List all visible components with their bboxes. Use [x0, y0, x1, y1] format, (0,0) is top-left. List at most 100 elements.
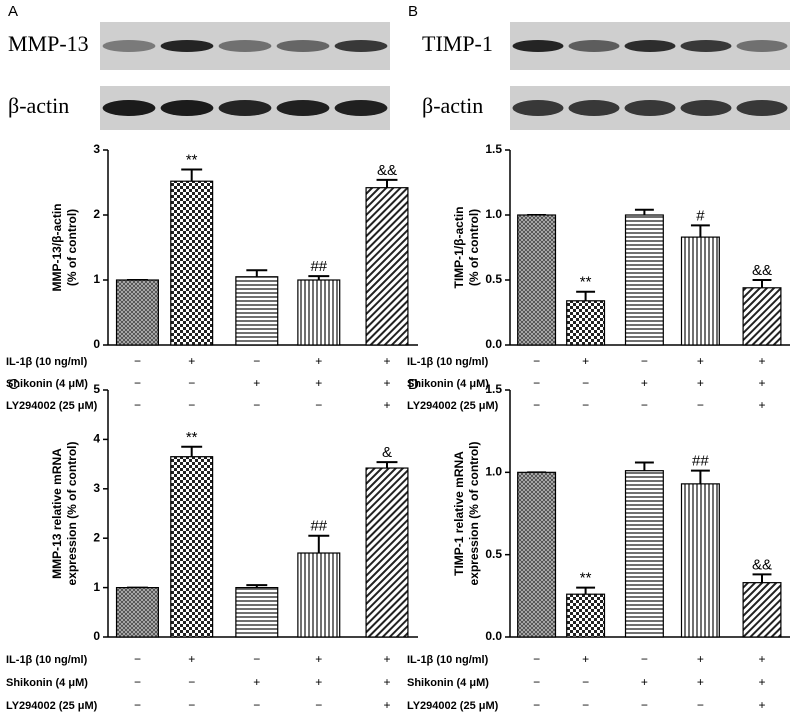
condition-sign: + [383, 698, 390, 712]
condition-label: Shikonin (4 μM) [6, 677, 88, 689]
significance-mark: && [752, 262, 772, 279]
bar [115, 279, 159, 346]
y-tick-label: 0 [93, 629, 100, 643]
condition-sign: − [641, 698, 648, 712]
blot-band [624, 100, 676, 116]
significance-mark: # [696, 207, 705, 224]
condition-sign: − [134, 354, 141, 368]
condition-sign: + [253, 376, 260, 390]
condition-sign: + [758, 652, 765, 666]
y-tick-label: 1 [93, 580, 100, 594]
bar [170, 180, 214, 346]
condition-sign: − [582, 398, 589, 412]
y-axis-label: TIMP-1/β-actin [452, 207, 466, 289]
y-tick-label: 1 [93, 272, 100, 286]
condition-sign: + [758, 376, 765, 390]
condition-sign: − [188, 398, 195, 412]
y-tick-label: 0.0 [485, 629, 502, 643]
significance-mark: ## [692, 453, 709, 470]
condition-sign: − [641, 354, 648, 368]
y-tick-label: 3 [93, 142, 100, 156]
blot-band [680, 100, 732, 116]
condition-sign: + [188, 652, 195, 666]
panel-label: B [408, 3, 418, 20]
condition-label: LY294002 (25 μM) [6, 700, 98, 712]
condition-sign: + [383, 398, 390, 412]
condition-label: IL-1β (10 ng/ml) [407, 356, 489, 368]
condition-sign: − [582, 675, 589, 689]
condition-sign: − [582, 376, 589, 390]
condition-sign: + [383, 675, 390, 689]
blot-band [512, 100, 564, 116]
significance-mark: ## [310, 518, 327, 535]
blot-band [102, 100, 156, 116]
condition-label: LY294002 (25 μM) [6, 400, 98, 412]
condition-sign: + [383, 376, 390, 390]
condition-sign: − [315, 698, 322, 712]
y-tick-label: 1.0 [485, 465, 502, 479]
significance-mark: ## [310, 258, 327, 275]
blot-band [218, 40, 272, 52]
panel-label: D [408, 376, 419, 393]
condition-sign: + [697, 652, 704, 666]
bar [517, 214, 557, 346]
blot-label: MMP-13 [8, 31, 89, 56]
blot-band [680, 40, 732, 52]
y-tick-label: 0.5 [485, 272, 502, 286]
condition-label: Shikonin (4 μM) [407, 677, 489, 689]
blot-band [736, 100, 788, 116]
y-tick-label: 3 [93, 481, 100, 495]
condition-sign: + [315, 675, 322, 689]
significance-mark: && [752, 556, 772, 573]
bar [365, 187, 409, 346]
condition-sign: − [134, 376, 141, 390]
condition-sign: − [533, 675, 540, 689]
blot-band [568, 40, 620, 52]
condition-label: IL-1β (10 ng/ml) [6, 356, 88, 368]
y-tick-label: 1.5 [485, 142, 502, 156]
condition-sign: + [758, 675, 765, 689]
blot-band [276, 40, 330, 52]
condition-sign: + [188, 354, 195, 368]
significance-mark: ** [186, 151, 198, 168]
condition-sign: + [315, 354, 322, 368]
blot-band [276, 100, 330, 116]
bar [566, 593, 606, 638]
condition-sign: + [582, 354, 589, 368]
y-tick-label: 4 [93, 432, 100, 446]
blot-band [102, 40, 156, 52]
condition-sign: + [383, 652, 390, 666]
y-axis-label: expression (% of control) [65, 441, 79, 585]
bar [365, 467, 409, 638]
condition-label: LY294002 (25 μM) [407, 400, 499, 412]
blot-band [512, 40, 564, 52]
condition-sign: − [533, 354, 540, 368]
panel-label: C [8, 376, 19, 393]
y-axis-label: MMP-13/β-actin [50, 203, 64, 291]
y-tick-label: 1.0 [485, 207, 502, 221]
condition-label: Shikonin (4 μM) [407, 378, 489, 390]
bar [680, 483, 720, 638]
blot-band [334, 40, 388, 52]
condition-sign: + [582, 652, 589, 666]
condition-sign: − [134, 698, 141, 712]
condition-sign: + [697, 675, 704, 689]
condition-sign: − [188, 376, 195, 390]
condition-sign: + [641, 675, 648, 689]
condition-sign: + [383, 354, 390, 368]
bar [170, 456, 214, 638]
condition-sign: − [533, 376, 540, 390]
condition-sign: − [188, 675, 195, 689]
condition-sign: − [315, 398, 322, 412]
blot-band [160, 100, 214, 116]
bar [235, 276, 279, 346]
y-tick-label: 0.0 [485, 337, 502, 351]
condition-sign: − [188, 698, 195, 712]
blot-band [218, 100, 272, 116]
condition-sign: + [697, 354, 704, 368]
condition-sign: + [315, 652, 322, 666]
condition-sign: − [533, 652, 540, 666]
condition-sign: − [253, 398, 260, 412]
condition-sign: − [697, 398, 704, 412]
condition-sign: − [533, 398, 540, 412]
